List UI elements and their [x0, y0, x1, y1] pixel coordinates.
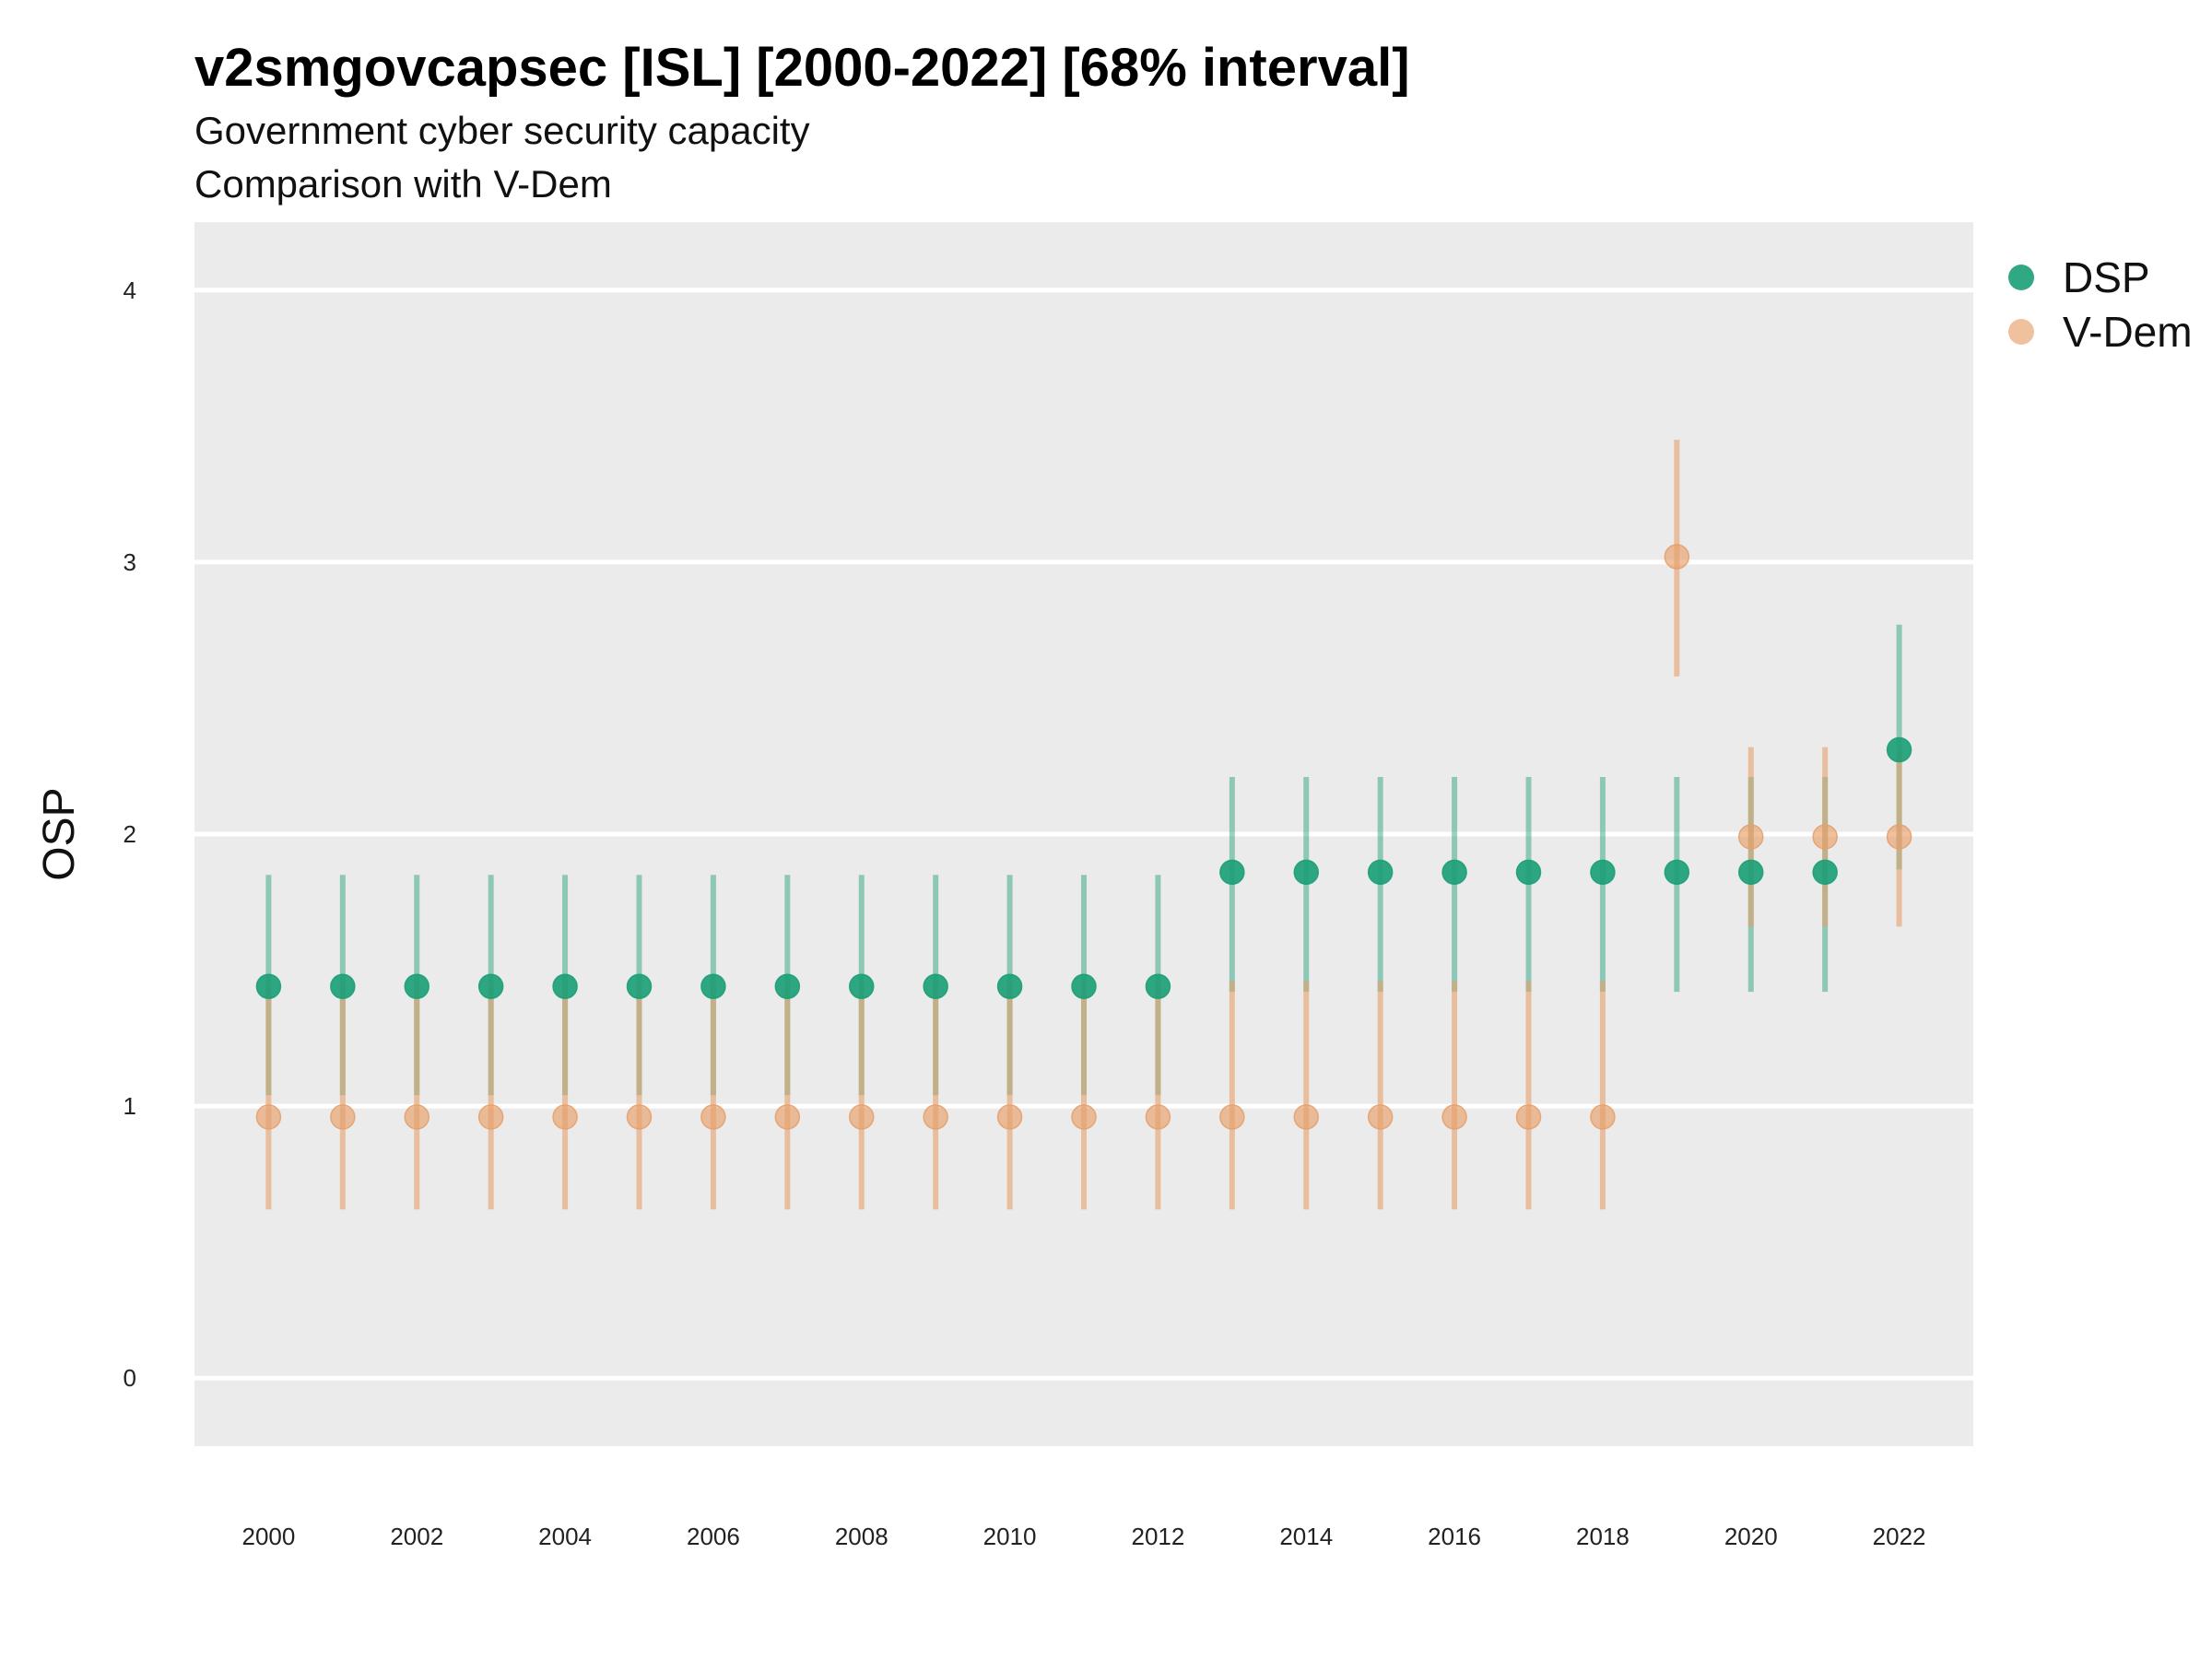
x-tick-label: 2010 — [983, 1523, 1037, 1550]
dsp-point-2000 — [255, 973, 282, 1000]
v-dem-point-2016 — [1441, 1104, 1467, 1130]
v-dem-point-2000 — [255, 1104, 282, 1130]
dsp-point-2018 — [1590, 859, 1616, 886]
dsp-point-2020 — [1738, 859, 1764, 886]
chart-subtitle-line-2: Comparison with V-Dem — [194, 162, 612, 206]
dsp-point-2019 — [1664, 859, 1690, 886]
x-tick-label: 2022 — [1873, 1523, 1926, 1550]
v-dem-point-2003 — [477, 1104, 504, 1130]
v-dem-point-2012 — [1145, 1104, 1171, 1130]
y-tick-labels: 0 1 2 3 4 — [124, 276, 136, 1392]
v-dem-point-2015 — [1367, 1104, 1394, 1130]
x-tick-labels: 2000 2002 2004 2006 2008 2010 2012 2014 2016 2018… — [241, 1523, 1925, 1550]
v-dem-point-2011 — [1071, 1104, 1097, 1130]
y-tick-label: 3 — [124, 548, 136, 576]
legend-label-dsp: DSP — [2063, 253, 2150, 301]
y-axis-label: OSP — [35, 787, 84, 880]
legend-label-v-dem: V-Dem — [2063, 308, 2193, 356]
x-tick-label: 2006 — [687, 1523, 740, 1550]
dsp-point-2006 — [700, 973, 726, 1000]
chart-subtitle-line-1: Government cyber security capacity — [194, 109, 810, 152]
v-dem-point-2006 — [700, 1104, 726, 1130]
v-dem-point-2020 — [1738, 824, 1764, 850]
x-tick-label: 2002 — [390, 1523, 443, 1550]
x-tick-label: 2000 — [241, 1523, 295, 1550]
v-dem-point-2002 — [404, 1104, 429, 1130]
v-dem-point-2009 — [923, 1104, 948, 1130]
v-dem-point-2010 — [996, 1104, 1023, 1130]
v-dem-point-2001 — [330, 1104, 356, 1130]
dsp-point-2010 — [996, 973, 1023, 1000]
dsp-point-2005 — [626, 973, 653, 1000]
v-dem-point-2021 — [1812, 824, 1838, 850]
dsp-point-2007 — [774, 973, 801, 1000]
legend: DSP V-Dem — [2008, 253, 2193, 356]
v-dem-point-2018 — [1590, 1104, 1616, 1130]
x-tick-label: 2018 — [1576, 1523, 1630, 1550]
v-dem-point-2022 — [1886, 824, 1912, 850]
points — [255, 544, 1912, 1130]
v-dem-point-2004 — [552, 1104, 578, 1130]
x-tick-label: 2016 — [1428, 1523, 1481, 1550]
legend-key-dsp — [2008, 265, 2034, 290]
x-tick-label: 2020 — [1724, 1523, 1778, 1550]
dsp-point-2017 — [1515, 859, 1542, 886]
x-tick-label: 2008 — [835, 1523, 888, 1550]
series-layer — [255, 440, 1912, 1210]
y-tick-label: 0 — [124, 1364, 136, 1392]
dsp-point-2004 — [552, 973, 578, 1000]
dsp-point-2011 — [1071, 973, 1097, 1000]
dsp-point-2021 — [1812, 859, 1838, 886]
v-dem-point-2005 — [626, 1104, 653, 1130]
v-dem-point-2014 — [1293, 1104, 1319, 1130]
dsp-point-2002 — [404, 973, 429, 1000]
dsp-point-2016 — [1441, 859, 1467, 886]
dsp-point-2003 — [477, 973, 504, 1000]
v-dem-point-2013 — [1219, 1104, 1245, 1130]
v-dem-point-2017 — [1515, 1104, 1542, 1130]
dsp-point-2013 — [1219, 859, 1245, 886]
y-tick-label: 4 — [124, 276, 136, 304]
y-tick-label: 1 — [124, 1092, 136, 1120]
x-tick-label: 2004 — [538, 1523, 592, 1550]
dsp-point-2022 — [1886, 736, 1912, 763]
y-tick-label: 2 — [124, 820, 136, 848]
x-tick-label: 2012 — [1131, 1523, 1184, 1550]
legend-key-v-dem — [2008, 319, 2034, 345]
dsp-point-2008 — [849, 973, 875, 1000]
dsp-point-2014 — [1293, 859, 1319, 886]
dsp-point-2009 — [923, 973, 948, 1000]
dsp-point-2001 — [330, 973, 356, 1000]
dsp-point-2015 — [1367, 859, 1394, 886]
v-dem-point-2007 — [774, 1104, 801, 1130]
x-tick-label: 2014 — [1279, 1523, 1333, 1550]
v-dem-point-2019 — [1664, 544, 1690, 570]
dsp-point-2012 — [1145, 973, 1171, 1000]
v-dem-point-2008 — [849, 1104, 875, 1130]
chart-title: v2smgovcapsec [ISL] [2000-2022] [68% int… — [194, 38, 1410, 98]
